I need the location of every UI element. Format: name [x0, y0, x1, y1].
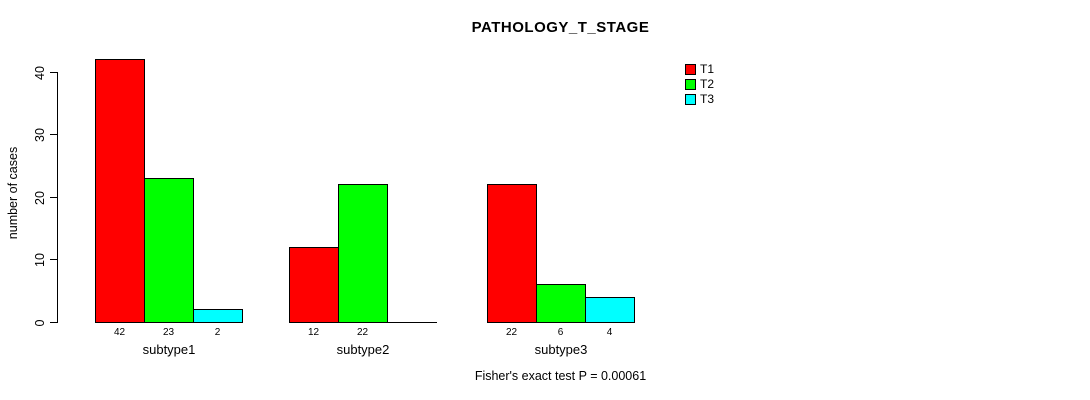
bar-subtype2-t1 — [289, 247, 339, 323]
y-tick-label: 10 — [33, 252, 47, 267]
bar-value-label: 23 — [162, 327, 175, 338]
bar-subtype3-t2 — [536, 284, 586, 323]
y-tick-label: 30 — [33, 127, 47, 142]
category-label-subtype2: subtype2 — [336, 342, 390, 357]
y-axis-label: number of cases — [6, 146, 20, 240]
legend-label-t1: T1 — [700, 62, 715, 76]
legend-label-t2: T2 — [700, 77, 715, 91]
bar-value-label: 4 — [606, 327, 613, 338]
legend-swatch-t1 — [685, 64, 696, 75]
bar-subtype1-t2 — [144, 178, 194, 323]
bar-subtype1-t3 — [193, 309, 243, 323]
legend-item-t2: T2 — [685, 77, 715, 91]
legend: T1 T2 T3 — [685, 62, 715, 109]
chart-title: PATHOLOGY_T_STAGE — [471, 19, 650, 36]
category-label-subtype1: subtype1 — [142, 342, 196, 357]
legend-swatch-t3 — [685, 94, 696, 105]
y-tick — [50, 197, 57, 198]
bar-value-label: 22 — [356, 327, 369, 338]
bar-subtype3-t3 — [585, 297, 635, 323]
bar-value-label: 6 — [557, 327, 564, 338]
bar-subtype3-t1 — [487, 184, 537, 323]
y-tick-label: 20 — [33, 190, 47, 205]
caption-fisher-test: Fisher's exact test P = 0.00061 — [474, 369, 647, 383]
y-tick — [50, 259, 57, 260]
legend-item-t3: T3 — [685, 92, 715, 106]
y-tick-label: 0 — [33, 319, 47, 326]
category-label-subtype3: subtype3 — [534, 342, 588, 357]
y-axis-line — [57, 72, 58, 323]
y-tick — [50, 72, 57, 73]
y-tick — [50, 322, 57, 323]
legend-item-t1: T1 — [685, 62, 715, 76]
bar-subtype2-t2 — [338, 184, 388, 323]
legend-label-t3: T3 — [700, 92, 715, 106]
bar-value-label: 2 — [214, 327, 221, 338]
bar-value-label: 12 — [307, 327, 320, 338]
legend-swatch-t2 — [685, 79, 696, 90]
bar-value-label: 42 — [113, 327, 126, 338]
y-tick-label: 40 — [33, 65, 47, 80]
y-tick — [50, 134, 57, 135]
bar-subtype1-t1 — [95, 59, 145, 323]
bar-value-label: 22 — [505, 327, 518, 338]
